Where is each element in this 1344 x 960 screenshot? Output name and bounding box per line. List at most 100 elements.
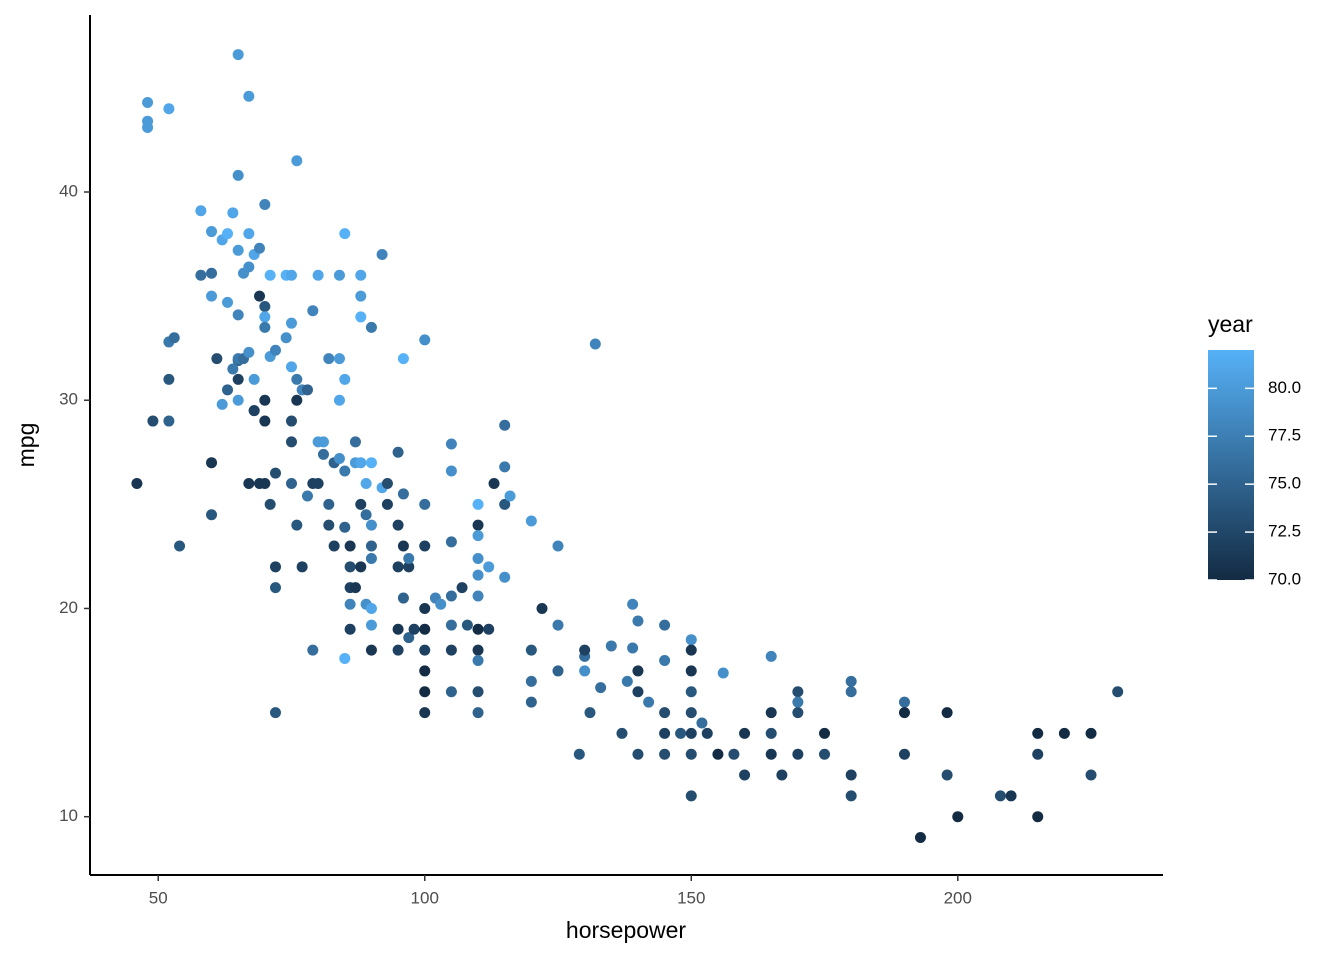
point [355, 269, 367, 281]
colorbar-tick-label: 72.5 [1268, 522, 1301, 541]
point [360, 509, 372, 521]
point [472, 644, 484, 656]
point [419, 707, 431, 719]
point [312, 269, 324, 281]
point [392, 561, 404, 573]
point [163, 373, 175, 385]
point [392, 623, 404, 635]
point [291, 155, 303, 167]
point [365, 619, 377, 631]
point [339, 465, 351, 477]
point [1112, 686, 1124, 698]
point [227, 207, 239, 219]
point [1032, 811, 1044, 823]
point [365, 540, 377, 552]
point [419, 665, 431, 677]
point [525, 644, 537, 656]
point [685, 634, 697, 646]
point [397, 540, 409, 552]
point [419, 334, 431, 346]
point [285, 436, 297, 448]
point [232, 169, 244, 181]
point [339, 652, 351, 664]
point [685, 644, 697, 656]
point [445, 536, 457, 548]
point [243, 228, 255, 240]
point [323, 498, 335, 510]
point [269, 344, 281, 356]
point [254, 242, 266, 254]
point [685, 686, 697, 698]
point [685, 748, 697, 760]
point [381, 478, 393, 490]
point [408, 623, 420, 635]
x-tick-label: 150 [677, 888, 705, 907]
point [616, 727, 628, 739]
point [344, 623, 356, 635]
point [232, 49, 244, 61]
point [259, 321, 271, 333]
point [845, 675, 857, 687]
point [339, 228, 351, 240]
point [685, 790, 697, 802]
point [339, 373, 351, 385]
point [483, 561, 495, 573]
point [1085, 727, 1097, 739]
point [643, 696, 655, 708]
point [248, 373, 260, 385]
point [499, 571, 511, 583]
point [419, 686, 431, 698]
point [536, 602, 548, 614]
point [232, 309, 244, 321]
y-tick-label: 20 [59, 598, 78, 617]
point [301, 384, 313, 396]
point [765, 707, 777, 719]
point [696, 717, 708, 729]
point [285, 415, 297, 427]
point [365, 644, 377, 656]
point [819, 727, 831, 739]
point [397, 353, 409, 365]
point [445, 644, 457, 656]
point [472, 686, 484, 698]
point [898, 696, 910, 708]
point [898, 707, 910, 719]
y-tick-label: 10 [59, 806, 78, 825]
point [445, 438, 457, 450]
point [259, 301, 271, 313]
point [525, 515, 537, 527]
colorbar-tick-label: 70.0 [1268, 569, 1301, 588]
point [461, 619, 473, 631]
point [504, 490, 516, 502]
point [376, 248, 388, 260]
point [472, 530, 484, 542]
x-tick-label: 200 [944, 888, 972, 907]
point [211, 353, 223, 365]
point [317, 448, 329, 460]
point [792, 748, 804, 760]
point [819, 748, 831, 760]
point [792, 696, 804, 708]
point [739, 769, 751, 781]
point [259, 394, 271, 406]
point [142, 121, 154, 133]
point [259, 478, 271, 490]
point [632, 748, 644, 760]
point [328, 540, 340, 552]
point [344, 561, 356, 573]
point [403, 552, 415, 564]
y-tick-label: 30 [59, 390, 78, 409]
point [472, 569, 484, 581]
point [994, 790, 1006, 802]
point [659, 619, 671, 631]
point [419, 602, 431, 614]
point [344, 598, 356, 610]
point [349, 436, 361, 448]
point [765, 748, 777, 760]
point [206, 457, 218, 469]
point [323, 519, 335, 531]
point [206, 267, 218, 279]
point [579, 644, 591, 656]
point [739, 727, 751, 739]
